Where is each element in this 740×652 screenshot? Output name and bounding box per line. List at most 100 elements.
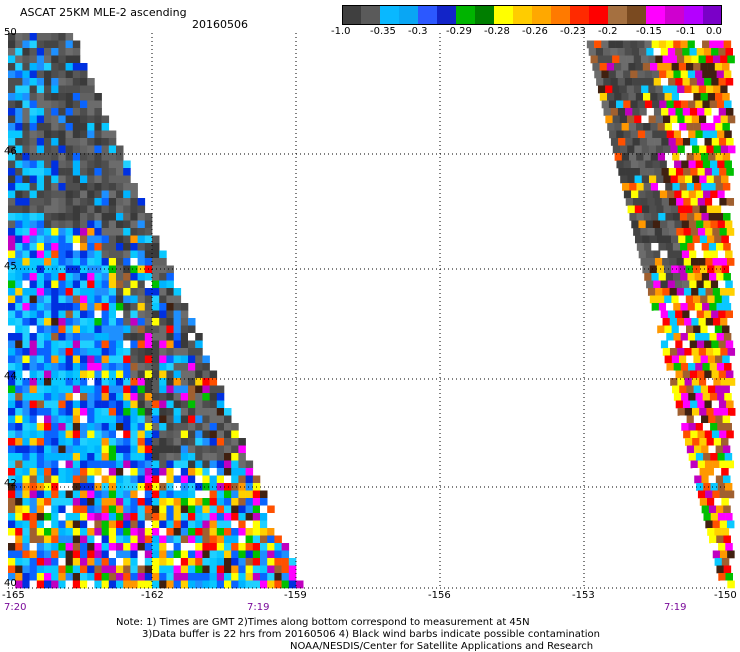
- retrieval-cell: [65, 348, 74, 356]
- retrieval-cell: [687, 333, 696, 341]
- retrieval-cell: [36, 63, 45, 71]
- retrieval-cell: [610, 78, 619, 86]
- retrieval-cell: [663, 175, 671, 184]
- retrieval-cell: [123, 205, 131, 214]
- retrieval-cell: [130, 453, 138, 461]
- retrieval-cell: [706, 408, 714, 416]
- retrieval-cell: [22, 70, 30, 79]
- retrieval-cell: [116, 213, 124, 221]
- retrieval-cell: [680, 70, 689, 79]
- retrieval-cell: [123, 505, 131, 514]
- retrieval-cell: [699, 438, 707, 446]
- retrieval-cell: [712, 318, 721, 326]
- retrieval-cell: [639, 138, 648, 146]
- retrieval-cell: [166, 393, 174, 401]
- retrieval-cell: [166, 565, 174, 574]
- retrieval-cell: [630, 70, 638, 79]
- retrieval-cell: [708, 213, 717, 221]
- retrieval-cell: [238, 520, 246, 529]
- lat-label: 44: [4, 371, 17, 382]
- retrieval-cell: [718, 280, 726, 289]
- retrieval-cell: [65, 415, 74, 424]
- retrieval-cell: [72, 400, 81, 409]
- retrieval-cell: [668, 78, 676, 86]
- retrieval-cell: [231, 558, 239, 566]
- retrieval-cell: [58, 580, 66, 589]
- retrieval-cell: [716, 363, 725, 371]
- retrieval-cell: [195, 543, 203, 551]
- retrieval-cell: [723, 333, 732, 341]
- retrieval-cell: [661, 138, 669, 146]
- retrieval-cell: [51, 528, 59, 536]
- retrieval-cell: [694, 213, 702, 221]
- retrieval-cell: [654, 228, 663, 236]
- retrieval-cell: [670, 175, 679, 184]
- retrieval-cell: [22, 340, 30, 349]
- retrieval-cell: [130, 430, 138, 439]
- retrieval-cell: [706, 205, 715, 214]
- wind-retrieval-cells: [8, 33, 736, 589]
- retrieval-cell: [15, 183, 23, 191]
- retrieval-cell: [51, 100, 59, 109]
- retrieval-cell: [216, 520, 225, 529]
- retrieval-cell: [137, 430, 146, 439]
- retrieval-cell: [274, 543, 282, 551]
- retrieval-cell: [709, 363, 718, 371]
- retrieval-cell: [101, 175, 110, 184]
- retrieval-cell: [188, 573, 196, 581]
- retrieval-cell: [123, 415, 131, 424]
- retrieval-cell: [65, 63, 74, 71]
- retrieval-cell: [209, 438, 218, 446]
- retrieval-cell: [58, 378, 66, 386]
- retrieval-cell: [51, 220, 59, 229]
- retrieval-cell: [22, 415, 30, 424]
- retrieval-cell: [36, 78, 45, 86]
- retrieval-cell: [65, 250, 74, 259]
- retrieval-cell: [705, 55, 714, 64]
- retrieval-cell: [238, 573, 246, 581]
- retrieval-cell: [22, 438, 30, 446]
- retrieval-cell: [101, 475, 110, 484]
- retrieval-cell: [696, 340, 705, 349]
- retrieval-cell: [8, 40, 16, 49]
- retrieval-cell: [51, 400, 59, 409]
- retrieval-cell: [116, 250, 124, 259]
- retrieval-cell: [166, 265, 174, 274]
- retrieval-cell: [123, 490, 131, 499]
- retrieval-cell: [101, 558, 110, 566]
- retrieval-cell: [130, 258, 138, 266]
- retrieval-cell: [22, 273, 30, 281]
- retrieval-cell: [144, 280, 153, 289]
- retrieval-cell: [58, 63, 66, 71]
- retrieval-cell: [245, 580, 254, 589]
- retrieval-cell: [180, 423, 189, 431]
- retrieval-cell: [130, 423, 138, 431]
- retrieval-cell: [718, 340, 727, 349]
- retrieval-cell: [116, 205, 124, 214]
- retrieval-cell: [137, 475, 146, 484]
- retrieval-cell: [87, 513, 95, 521]
- retrieval-cell: [44, 250, 52, 259]
- retrieval-cell: [708, 445, 716, 454]
- retrieval-cell: [679, 183, 688, 191]
- retrieval-cell: [691, 408, 700, 416]
- retrieval-cell: [274, 558, 282, 566]
- retrieval-cell: [188, 318, 196, 326]
- retrieval-cell: [705, 348, 714, 356]
- retrieval-cell: [224, 415, 232, 424]
- retrieval-cell: [231, 438, 239, 446]
- retrieval-cell: [712, 228, 720, 236]
- retrieval-cell: [65, 295, 74, 304]
- retrieval-cell: [712, 288, 721, 296]
- retrieval-cell: [36, 145, 45, 154]
- retrieval-cell: [72, 190, 81, 199]
- retrieval-cell: [94, 258, 102, 266]
- retrieval-cell: [639, 108, 648, 116]
- retrieval-cell: [65, 168, 74, 176]
- retrieval-cell: [58, 213, 66, 221]
- colorbar: [342, 5, 722, 25]
- retrieval-cell: [721, 558, 730, 566]
- retrieval-cell: [58, 498, 66, 506]
- retrieval-cell: [8, 183, 16, 191]
- retrieval-cell: [710, 160, 718, 169]
